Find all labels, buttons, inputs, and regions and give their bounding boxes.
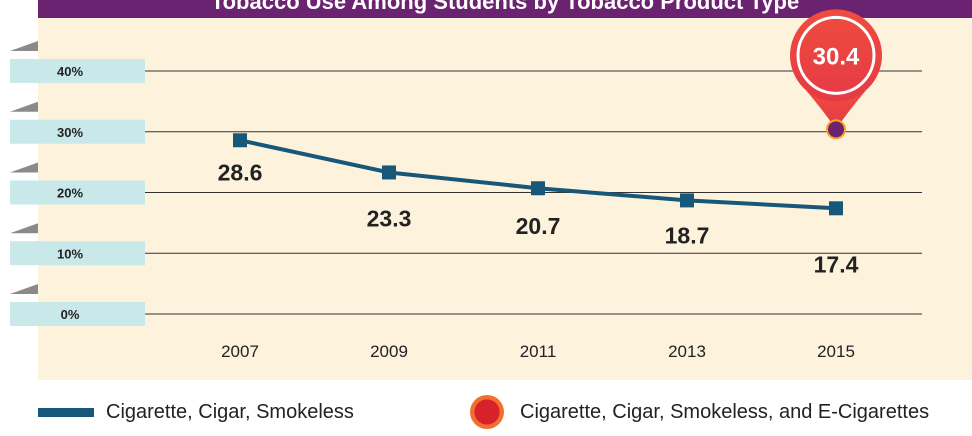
tick-tab-shadow	[10, 41, 38, 51]
legend-label: Cigarette, Cigar, Smokeless	[106, 400, 354, 423]
data-point	[680, 193, 694, 208]
series-line-cigarette-cigar-smokeless	[239, 138, 837, 211]
pin-ring	[796, 15, 876, 95]
data-point	[829, 201, 843, 216]
pin-label: 30.4	[813, 43, 860, 70]
y-tick-label: 20%	[57, 186, 83, 201]
pin-head	[790, 9, 882, 102]
y-tick-label: 0%	[61, 307, 80, 322]
legend-item-cigarette-cigar-smokeless: Cigarette, Cigar, Smokeless	[38, 392, 354, 432]
tick-tab-shadow	[10, 223, 38, 234]
data-label: 23.3	[367, 205, 412, 231]
data-point	[382, 165, 396, 180]
data-label: 20.7	[516, 213, 561, 239]
x-tick-label: 2015	[817, 342, 855, 361]
y-axis-ticks: 40% 30% 20% 10% 0%	[10, 41, 145, 326]
tick-tab	[10, 180, 145, 205]
x-tick-label: 2007	[221, 342, 259, 361]
x-tick-label: 2013	[668, 342, 706, 361]
tick-tab	[10, 302, 145, 326]
legend-line-swatch	[38, 407, 94, 417]
tick-tab	[10, 119, 145, 144]
pin-tail	[806, 90, 866, 130]
tick-tab-shadow	[10, 101, 38, 112]
y-tick-label: 30%	[57, 125, 83, 140]
pin-point	[826, 119, 846, 140]
y-tick-label: 40%	[57, 64, 83, 79]
x-tick-label: 2011	[520, 342, 557, 361]
legend-item-with-e-cigarettes: Cigarette, Cigar, Smokeless, and E-Cigar…	[470, 392, 929, 432]
e-cigarette-pin-marker: 30.4	[790, 9, 882, 140]
legend-dot-swatch	[470, 395, 504, 429]
data-labels: 28.6 23.3 20.7 18.7 17.4	[218, 159, 859, 277]
chart-title: Tobacco Use Among Students by Tobacco Pr…	[38, 0, 972, 18]
x-tick-label: 2009	[370, 342, 408, 361]
data-label: 28.6	[218, 159, 263, 185]
tick-tab-shadow	[10, 162, 38, 173]
data-point	[531, 181, 545, 196]
y-tick-label: 10%	[57, 246, 83, 261]
line-chart: 40% 30% 20% 10% 0% 2007 2009 2011 2013 2015 28.6…	[10, 9, 922, 361]
data-label: 18.7	[665, 222, 710, 248]
tick-tab-shadow	[10, 284, 38, 294]
tick-tab	[10, 241, 145, 266]
data-label: 17.4	[814, 251, 859, 277]
legend-label: Cigarette, Cigar, Smokeless, and E-Cigar…	[520, 400, 930, 423]
data-point	[233, 133, 247, 148]
series-markers	[233, 133, 843, 216]
x-axis-ticks: 2007 2009 2011 2013 2015	[221, 342, 855, 361]
tick-tab	[10, 59, 145, 83]
